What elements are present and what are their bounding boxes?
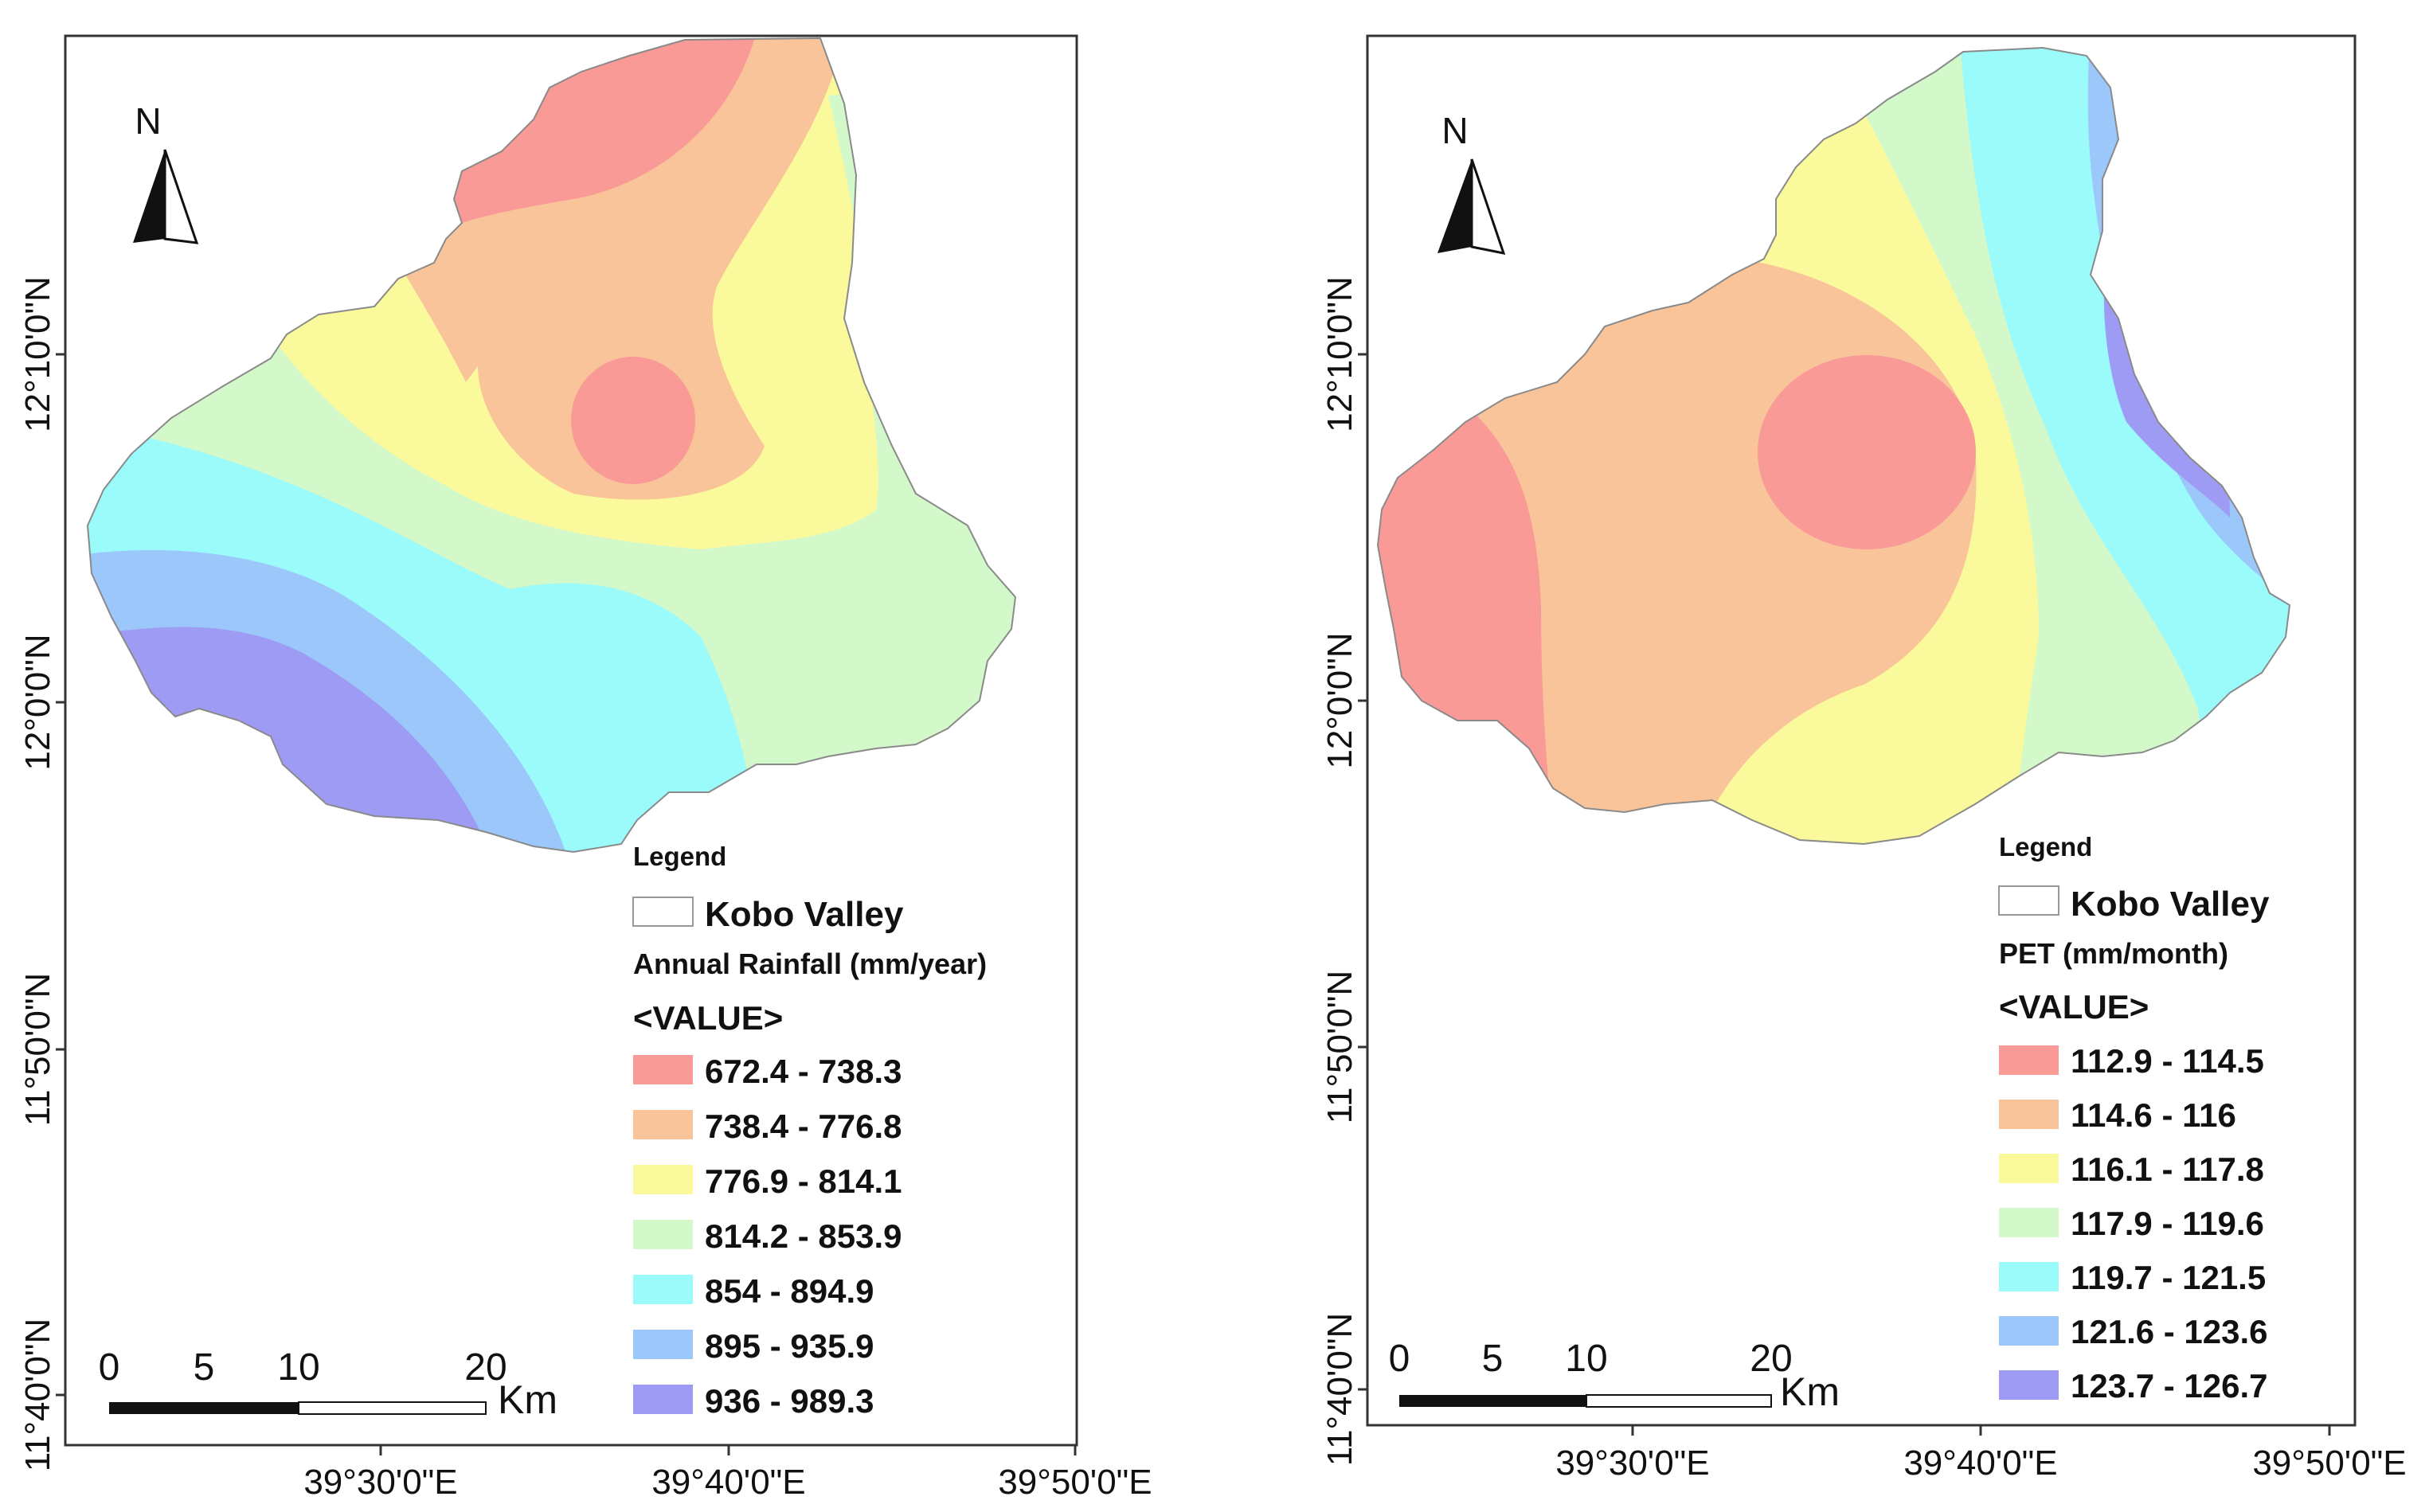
north-arrow-label: N [135, 100, 161, 142]
north-arrow-icon: N [1437, 110, 1506, 255]
legend-swatch [633, 1220, 693, 1249]
pet-lon-label: 39°40'0"E [1903, 1444, 2057, 1483]
pet-map-panel: 12°10'0"N 12°0'0"N 11°50'0"N 11°40'0"N 3… [1320, 34, 2407, 1483]
legend-class-label: 738.4 - 776.8 [705, 1108, 902, 1145]
legend-class-label: 121.6 - 123.6 [2071, 1313, 2268, 1350]
rainfall-lat-label: 12°0'0"N [18, 634, 57, 770]
legend-value-header: <VALUE> [1999, 988, 2149, 1026]
legend-swatch [633, 1110, 693, 1139]
legend-class-label: 854 - 894.9 [705, 1272, 874, 1310]
pet-zone-113-115-center [1758, 355, 1976, 549]
pet-lat-label: 12°10'0"N [1320, 276, 1359, 432]
rainfall-lat-label: 11°40'0"N [18, 1319, 57, 1471]
legend-class-label: 119.7 - 121.5 [2071, 1259, 2266, 1296]
legend-class-label: 123.7 - 126.7 [2071, 1367, 2268, 1405]
pet-lon-label: 39°30'0"E [1555, 1444, 1709, 1483]
legend-class-label: 114.6 - 116 [2071, 1096, 2236, 1134]
rainfall-scale-bar: 0 5 10 20 Km [99, 1346, 557, 1422]
pet-scale-bar: 0 5 10 20 Km [1389, 1338, 1840, 1414]
legend-class-label: 814.2 - 853.9 [705, 1217, 902, 1255]
scale-unit-label: Km [1780, 1369, 1840, 1414]
scale-unit-label: Km [498, 1377, 557, 1422]
legend-title: Legend [1999, 832, 2092, 861]
legend-swatch [1999, 1370, 2059, 1400]
legend-swatch [1999, 1045, 2059, 1075]
legend-swatch [1999, 1208, 2059, 1237]
rainfall-map-panel: 12°10'0"N 12°0'0"N 11°50'0"N 11°40'0"N 3… [18, 34, 1152, 1502]
legend-swatch [633, 1165, 693, 1194]
legend-class-label: 936 - 989.3 [705, 1382, 874, 1420]
legend-variable-label: Annual Rainfall (mm/year) [633, 947, 987, 980]
legend-swatch [1999, 1154, 2059, 1183]
scale-tick-label: 5 [194, 1346, 215, 1389]
scale-tick-label: 0 [1389, 1338, 1410, 1380]
rainfall-lat-label: 11°50'0"N [18, 973, 57, 1126]
scale-tick-label: 20 [464, 1346, 507, 1389]
scale-tick-label: 10 [1565, 1338, 1607, 1380]
scale-tick-label: 10 [277, 1346, 319, 1389]
legend-boundary-label: Kobo Valley [705, 895, 904, 934]
north-arrow-icon: N [133, 100, 199, 244]
rainfall-legend: Legend Kobo Valley Annual Rainfall (mm/y… [632, 842, 987, 1420]
rainfall-lat-label: 12°10'0"N [18, 276, 57, 432]
scale-tick-label: 5 [1482, 1338, 1504, 1380]
legend-class-label: 117.9 - 119.6 [2071, 1205, 2264, 1242]
legend-title: Legend [633, 842, 726, 871]
legend-variable-label: PET (mm/month) [1999, 937, 2228, 970]
legend-class-label: 895 - 935.9 [705, 1327, 874, 1365]
pet-lat-label: 12°0'0"N [1320, 632, 1359, 768]
rainfall-lon-label: 39°40'0"E [651, 1463, 805, 1502]
legend-value-header: <VALUE> [633, 999, 783, 1037]
legend-boundary-swatch [1998, 885, 2059, 916]
legend-swatch [1999, 1316, 2059, 1346]
legend-swatch [633, 1330, 693, 1359]
legend-class-label: 116.1 - 117.8 [2071, 1151, 2264, 1188]
legend-class-label: 776.9 - 814.1 [705, 1162, 902, 1200]
legend-class-label: 672.4 - 738.3 [705, 1053, 902, 1090]
north-arrow-label: N [1441, 110, 1468, 151]
rainfall-lon-label: 39°50'0"E [998, 1463, 1152, 1502]
legend-class-label: 112.9 - 114.5 [2071, 1042, 2264, 1080]
legend-swatch [1999, 1262, 2059, 1291]
scale-tick-label: 0 [99, 1346, 120, 1389]
scale-tick-label: 20 [1750, 1338, 1792, 1380]
legend-swatch [633, 1275, 693, 1304]
legend-swatch [633, 1055, 693, 1084]
pet-lat-label: 11°40'0"N [1320, 1313, 1359, 1466]
rainfall-lon-label: 39°30'0"E [303, 1463, 457, 1502]
legend-swatch [1999, 1100, 2059, 1129]
legend-swatch [633, 1385, 693, 1414]
legend-boundary-label: Kobo Valley [2071, 885, 2270, 924]
rainfall-ticks [56, 353, 1077, 1455]
pet-lat-label: 11°50'0"N [1320, 971, 1359, 1123]
pet-legend: Legend Kobo Valley PET (mm/month) <VALUE… [1998, 832, 2270, 1405]
pet-ticks [1358, 353, 2331, 1436]
legend-boundary-swatch [632, 897, 694, 927]
rainfall-surface [88, 38, 1015, 852]
rainfall-zone-672-738-center [571, 357, 695, 484]
pet-lon-label: 39°50'0"E [2252, 1444, 2406, 1483]
